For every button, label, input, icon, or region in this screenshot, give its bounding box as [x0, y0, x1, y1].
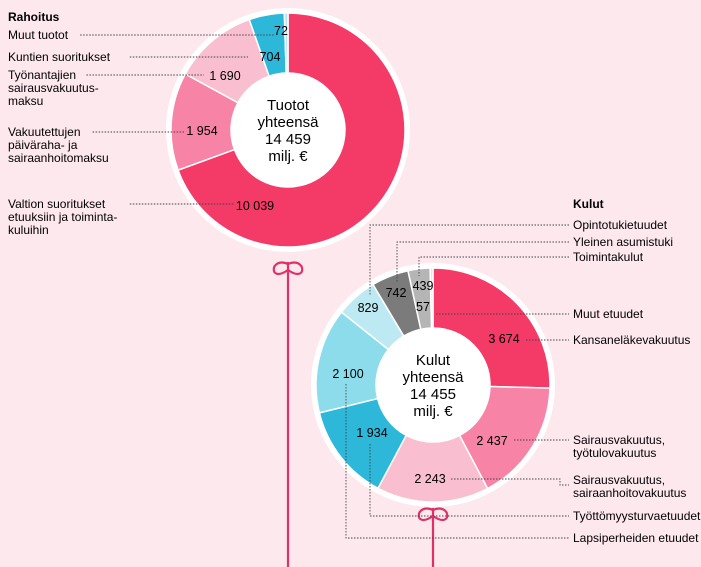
funding-label-3-line-0: Kuntien suoritukset	[8, 50, 111, 64]
funding-label-0-line-1: etuuksiin ja toiminta-	[8, 210, 117, 224]
funding-label-2-line-0: Työnantajien	[8, 68, 76, 82]
funding-label-1-line-1: päiväraha- ja	[8, 138, 78, 152]
expenses-label-1-line-0: Sairausvakuutus,	[573, 433, 665, 447]
funding-label-2-line-2: maksu	[8, 94, 43, 108]
expenses-leader-7	[418, 256, 569, 276]
funding-stem-right-loop	[287, 261, 304, 276]
expenses-center-text-0: Kulut	[416, 352, 451, 369]
expenses-center-text-2: 14 455	[410, 386, 456, 403]
expenses-title: Kulut	[573, 197, 604, 211]
expenses-label-7-line-0: Toimintakulut	[573, 250, 644, 264]
expenses-label-4-line-0: Lapsiperheiden etuudet	[573, 531, 699, 545]
expenses-center-text-1: yhteensä	[403, 369, 465, 386]
funding-value-2: 1 690	[209, 69, 240, 83]
expenses-leader-4	[345, 384, 569, 539]
funding-title: Rahoitus	[8, 10, 60, 24]
expenses-center-text-3: milj. €	[413, 403, 453, 420]
funding-label-0-line-0: Valtion suoritukset	[8, 197, 106, 211]
expenses-value-6: 742	[386, 286, 407, 300]
expenses-label-3-line-0: Työttömyysturvaetuudet	[573, 509, 701, 523]
funding-label-4-line-0: Muut tuotot	[8, 28, 69, 42]
expenses-value-8: 57	[416, 300, 430, 314]
funding-value-1: 1 954	[186, 124, 217, 138]
expenses-leader-2	[451, 478, 569, 486]
expenses-label-0-line-0: Kansaneläkevakuutus	[573, 333, 690, 347]
expenses-label-6-line-0: Yleinen asumistuki	[573, 235, 673, 249]
expenses-value-1: 2 437	[476, 434, 507, 448]
expenses-leader-3	[369, 444, 569, 517]
expenses-label-2-line-0: Sairausvakuutus,	[573, 473, 665, 487]
funding-label-1-line-0: Vakuutettujen	[8, 125, 81, 139]
funding-center-text-0: Tuotot	[267, 97, 310, 114]
funding-center-text-3: milj. €	[268, 148, 308, 165]
expenses-value-4: 2 100	[332, 367, 363, 381]
funding-value-4: 72	[274, 24, 288, 38]
expenses-value-2: 2 243	[414, 472, 445, 486]
expenses-label-5-line-0: Opintotukietuudet	[573, 218, 668, 232]
funding-label-2-line-1: sairausvakuutus-	[8, 81, 99, 95]
expenses-stem-left-loop	[417, 507, 434, 522]
expenses-leader-5	[369, 224, 569, 296]
expenses-value-7: 439	[413, 279, 434, 293]
funding-value-3: 704	[260, 50, 281, 64]
funding-center-text-2: 14 459	[265, 131, 311, 148]
funding-stem-left-loop	[272, 261, 289, 276]
expenses-label-1-line-1: työtulovakuutus	[573, 446, 656, 460]
expenses-leader-6	[396, 241, 569, 282]
funding-center-text-1: yhteensä	[258, 114, 320, 131]
expenses-center	[376, 328, 490, 442]
funding-value-0: 10 039	[236, 199, 274, 213]
expenses-value-0: 3 674	[488, 332, 519, 346]
expenses-label-8-line-0: Muut etuudet	[573, 307, 644, 321]
expenses-value-3: 1 934	[356, 426, 387, 440]
expenses-value-5: 829	[358, 301, 379, 315]
expenses-label-2-line-1: sairaanhoitovakuutus	[573, 486, 686, 500]
funding-label-1-line-2: sairaanhoitomaksu	[8, 151, 109, 165]
expenses-stem-right-loop	[432, 507, 449, 522]
funding-center	[231, 73, 345, 187]
funding-label-0-line-2: kuluihin	[8, 223, 49, 237]
